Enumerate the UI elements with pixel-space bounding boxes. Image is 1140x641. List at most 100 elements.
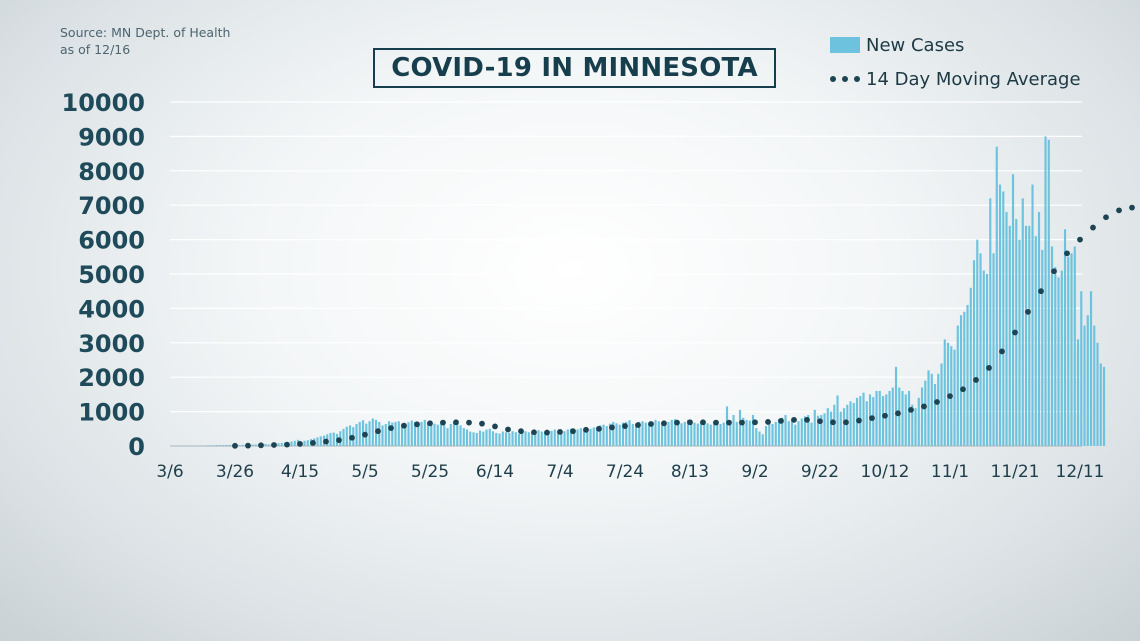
bar [569, 428, 573, 446]
bar [1093, 325, 1096, 446]
y-tick-label: 10000 [62, 89, 146, 117]
bar [345, 426, 348, 446]
bar [846, 404, 849, 446]
bar [664, 423, 667, 446]
bar [225, 444, 228, 446]
bar [1044, 136, 1047, 446]
bar [784, 415, 787, 446]
bar [794, 424, 797, 446]
moving-average-point [661, 420, 667, 427]
bar [911, 404, 914, 446]
bar [586, 430, 589, 446]
bar [690, 421, 693, 446]
moving-average-point [427, 420, 433, 427]
bar [1037, 212, 1041, 446]
bar [937, 373, 940, 446]
bar [810, 422, 813, 446]
bar [732, 415, 735, 446]
bar [501, 431, 504, 446]
x-tick-label: 11/1 [931, 462, 969, 482]
moving-average-point [921, 403, 927, 410]
as-of-line: as of 12/16 [60, 42, 131, 57]
bar [1083, 325, 1086, 446]
moving-average-point [336, 437, 342, 444]
bar [959, 315, 963, 446]
moving-average-point [1077, 236, 1083, 243]
bar [1086, 315, 1089, 446]
chart-title: COVID-19 IN MINNESOTA [391, 53, 758, 83]
bar [1011, 174, 1015, 447]
bar [543, 432, 547, 446]
bar [417, 423, 420, 446]
bar [628, 420, 631, 446]
moving-average-point [583, 426, 589, 433]
legend-item-moving-average: 14 Day Moving Average [830, 62, 1081, 96]
moving-average-point [323, 438, 329, 445]
bar [839, 411, 842, 446]
bar [589, 428, 592, 446]
bar [706, 423, 709, 446]
bar [439, 421, 443, 446]
bar [820, 415, 823, 446]
bar [930, 373, 933, 446]
bar [712, 421, 716, 446]
bar [797, 421, 800, 446]
bar [920, 387, 924, 446]
bar [696, 423, 699, 446]
bar [800, 418, 803, 446]
bar [816, 415, 820, 446]
bar [303, 440, 306, 446]
moving-average-point [570, 428, 576, 435]
bar [368, 421, 371, 446]
legend: New Cases 14 Day Moving Average [830, 28, 1081, 96]
bar [657, 421, 660, 446]
bar [582, 429, 586, 446]
bar [511, 431, 514, 446]
bar [530, 432, 534, 446]
moving-average-point [1012, 329, 1018, 336]
x-tick-label: 7/4 [546, 462, 573, 482]
bar [433, 423, 436, 446]
bar [719, 423, 722, 446]
bar [761, 434, 764, 446]
bar [995, 146, 998, 446]
bar [940, 363, 943, 446]
bar [953, 349, 956, 446]
bar [1102, 366, 1106, 446]
bar [293, 440, 296, 446]
moving-average-point [778, 417, 784, 424]
moving-average-point [284, 441, 290, 448]
x-tick-label: 3/6 [156, 462, 183, 482]
bar [1063, 229, 1067, 446]
bar [319, 436, 322, 446]
bar [378, 421, 381, 446]
bar [660, 422, 664, 446]
bar [556, 431, 560, 446]
bar [563, 431, 566, 446]
moving-average-point [960, 386, 966, 393]
bar [599, 425, 602, 446]
bar [407, 422, 410, 446]
bar [771, 423, 774, 446]
moving-average-point [1025, 308, 1031, 315]
x-tick-label: 12/11 [1056, 462, 1105, 482]
bar [446, 428, 449, 446]
bar [602, 424, 605, 446]
y-axis-ticks: 0 1000 2000 3000 4000 5000 6000 7000 8000 9000 100… [62, 89, 146, 461]
moving-average-point [1129, 204, 1135, 211]
bar [1031, 184, 1034, 446]
bar [576, 429, 579, 446]
moving-average-point [817, 418, 823, 425]
bar [1073, 246, 1076, 446]
bar [881, 396, 885, 446]
moving-average-point [752, 419, 758, 426]
moving-average-point [375, 428, 381, 435]
bar [615, 423, 618, 446]
moving-average-point [934, 399, 940, 405]
bar [537, 430, 540, 446]
bar [904, 394, 907, 446]
bar [829, 411, 833, 446]
moving-average-point [973, 377, 979, 383]
bar [342, 428, 345, 446]
